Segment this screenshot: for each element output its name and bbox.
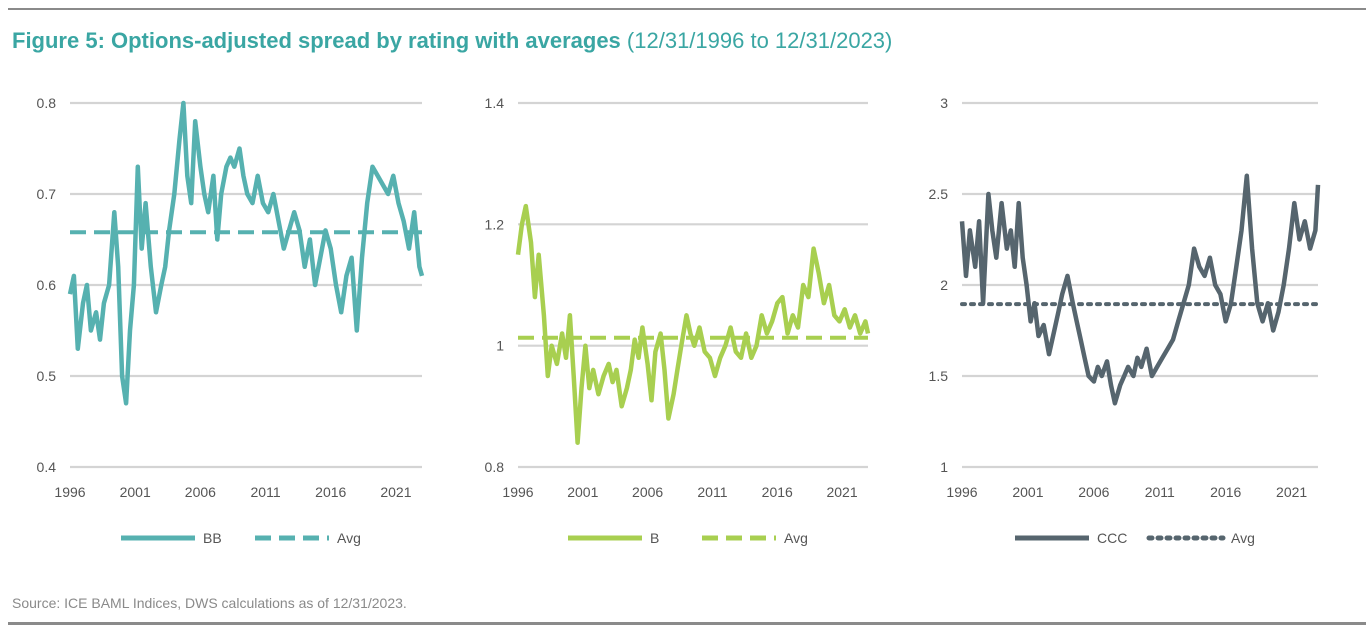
y-tick-label: 0.8 [37, 95, 57, 111]
series-line-b [515, 203, 871, 445]
x-tick-label: 2016 [315, 484, 346, 500]
x-tick-label: 2016 [762, 484, 793, 500]
x-tick-label: 2011 [697, 484, 727, 500]
chart-3: 3 2.5 2 1.5 1 1996 2001 2006 2011 2016 2021 CCC Avg [929, 95, 1321, 546]
bottom-rule [8, 622, 1366, 625]
figure-title: Figure 5: Options-adjusted spread by rat… [12, 28, 892, 54]
x-tick-label: 2021 [826, 484, 857, 500]
y-tick-label: 1.4 [485, 95, 505, 111]
x-tick-label: 2006 [632, 484, 663, 500]
y-tick-label: 2.5 [929, 186, 949, 202]
x-tick-label: 2001 [1012, 484, 1043, 500]
legend: BB Avg [121, 530, 361, 546]
source-note: Source: ICE BAML Indices, DWS calculatio… [12, 595, 407, 611]
y-tick-label: 1 [496, 338, 504, 354]
x-tick-label: 1996 [502, 484, 533, 500]
y-tick-label: 3 [940, 95, 948, 111]
chart-1: 0.8 0.7 0.6 0.5 0.4 1996 2001 2006 2011 2016 2021 B… [37, 95, 425, 546]
x-tick-label: 2016 [1210, 484, 1241, 500]
legend-label: CCC [1097, 530, 1127, 546]
top-rule [8, 8, 1366, 10]
x-tick-label: 2011 [1145, 484, 1175, 500]
x-tick-label: 2021 [380, 484, 411, 500]
x-tick-label: 2021 [1276, 484, 1307, 500]
y-tick-label: 0.4 [37, 459, 57, 475]
x-tick-label: 2006 [185, 484, 216, 500]
y-tick-label: 1.2 [485, 216, 505, 232]
legend: CCC Avg [1015, 530, 1255, 546]
x-tick-label: 2001 [120, 484, 151, 500]
figure-title-sub: (12/31/1996 to 12/31/2023) [626, 28, 893, 53]
y-tick-label: 0.5 [37, 368, 57, 384]
chart-2: 1.4 1.2 1 0.8 1996 2001 2006 2011 2016 2021 B Avg [485, 95, 871, 546]
y-tick-label: 1.5 [929, 368, 949, 384]
legend-label: BB [203, 530, 222, 546]
series-line-ccc [959, 173, 1321, 406]
legend-label: Avg [784, 530, 808, 546]
y-tick-label: 2 [940, 277, 948, 293]
x-tick-label: 1996 [946, 484, 977, 500]
series-line-bb [67, 100, 425, 406]
x-tick-label: 2006 [1078, 484, 1109, 500]
legend-label: Avg [1231, 530, 1255, 546]
y-tick-label: 0.8 [485, 459, 505, 475]
x-tick-label: 1996 [54, 484, 85, 500]
x-tick-label: 2011 [251, 484, 281, 500]
legend-label: B [650, 530, 659, 546]
x-tick-label: 2001 [567, 484, 598, 500]
y-tick-label: 0.6 [37, 277, 57, 293]
figure-title-main: Figure 5: Options-adjusted spread by rat… [12, 28, 621, 53]
y-tick-label: 1 [940, 459, 948, 475]
legend-label: Avg [337, 530, 361, 546]
legend: B Avg [568, 530, 808, 546]
y-tick-label: 0.7 [37, 186, 57, 202]
